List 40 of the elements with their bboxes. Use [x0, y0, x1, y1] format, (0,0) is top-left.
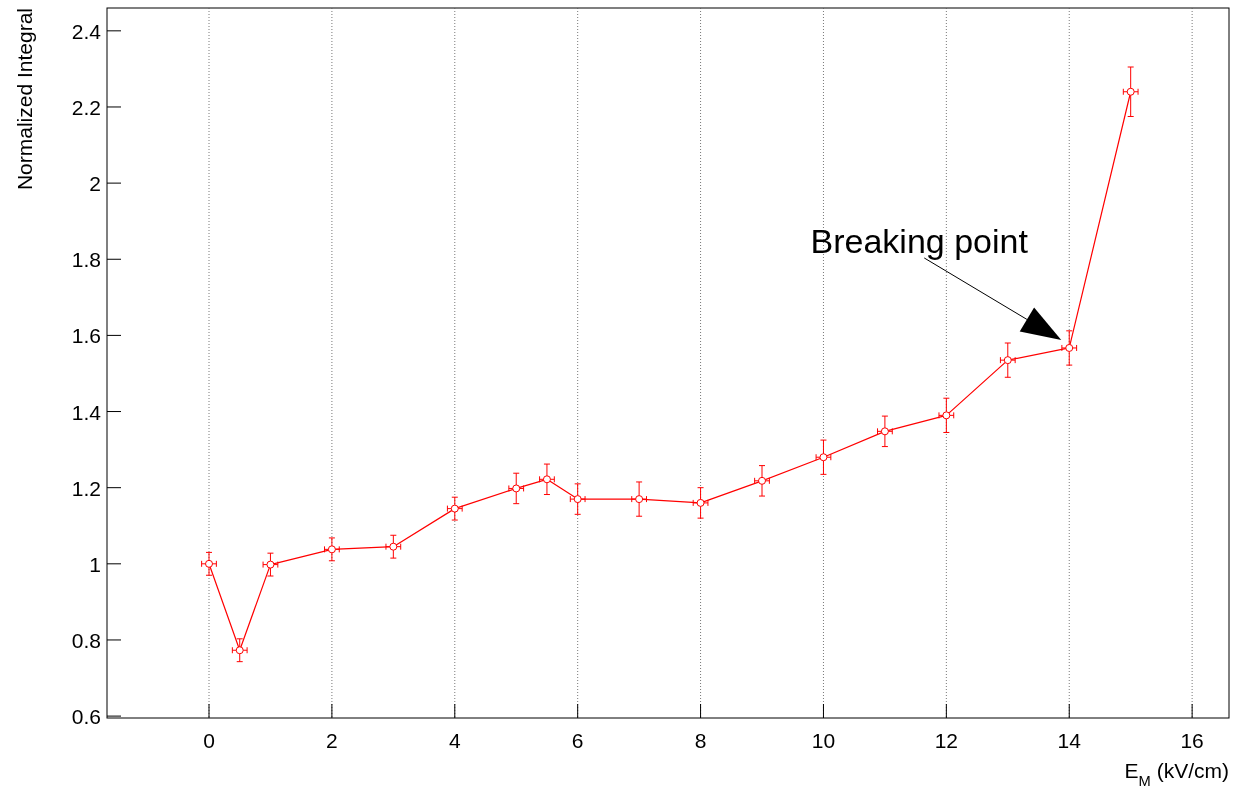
point: [942, 411, 951, 420]
point: [819, 453, 828, 462]
x-tick-label: 6: [571, 729, 584, 752]
point: [235, 646, 244, 655]
y-tick-label: 1.2: [71, 476, 101, 500]
point: [542, 475, 551, 484]
x-tick-label: 16: [1180, 729, 1204, 752]
x-axis-title: E$_{M}$ (kV/cm): [1124, 759, 1229, 786]
point: [1065, 343, 1074, 352]
point: [696, 498, 705, 507]
point: [635, 495, 644, 504]
y-tick-label: 2: [89, 172, 101, 196]
x-tick-label: 12: [934, 729, 959, 752]
x-tick-label: 0: [203, 729, 215, 752]
annotation: Breaking point: [810, 221, 1029, 260]
point: [758, 476, 767, 485]
x-tick-label: 4: [448, 729, 461, 752]
y-tick-label: 0.6: [71, 705, 101, 729]
point: [266, 560, 275, 569]
y-axis-title: Normalized Integral: [13, 8, 36, 191]
point: [389, 542, 398, 551]
point: [205, 559, 213, 568]
point: [880, 427, 889, 436]
y-tick-label: 2.4: [71, 19, 102, 43]
x-tick-label: 2: [326, 729, 338, 752]
y-tick-label: 2.2: [71, 95, 101, 119]
point: [1126, 87, 1135, 96]
y-tick-label: 1.6: [71, 324, 101, 348]
point: [450, 504, 459, 513]
point: [327, 545, 336, 554]
x-tick-label: 14: [1057, 729, 1082, 752]
y-tick-label: 1.8: [71, 248, 101, 272]
x-tick-label: 10: [811, 729, 836, 752]
y-tick-label: 1: [89, 552, 101, 576]
y-tick-label: 0.8: [71, 628, 101, 652]
y-tick-label: 1.4: [71, 400, 102, 424]
point: [573, 495, 582, 504]
point: [512, 484, 521, 493]
x-tick-label: 8: [694, 729, 707, 752]
point: [1003, 356, 1012, 365]
